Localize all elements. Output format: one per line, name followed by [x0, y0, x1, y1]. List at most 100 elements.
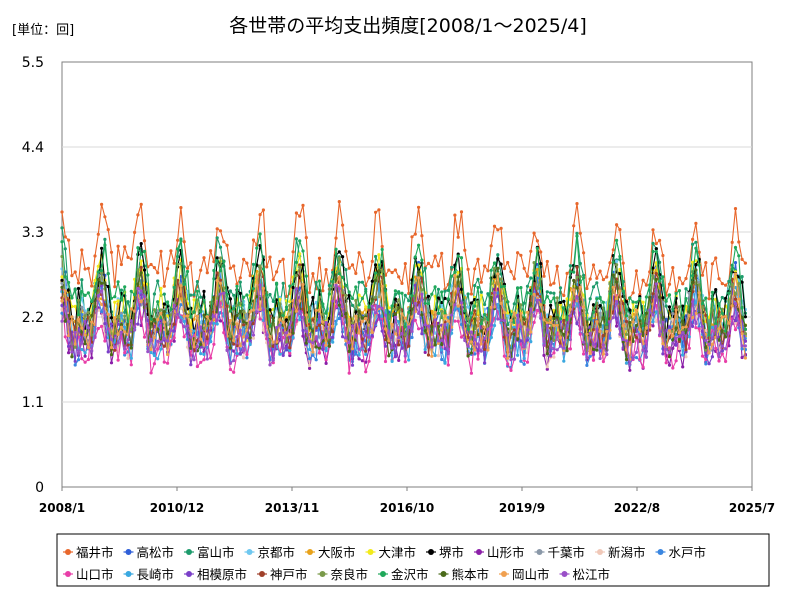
- data-point: [496, 253, 500, 257]
- data-point: [63, 275, 67, 279]
- data-point: [288, 332, 292, 336]
- data-point: [129, 319, 133, 323]
- data-point: [142, 239, 147, 243]
- data-point: [671, 266, 675, 270]
- data-point: [228, 309, 232, 313]
- data-point: [710, 290, 715, 294]
- data-point: [426, 302, 431, 306]
- data-point: [146, 318, 150, 323]
- data-point: [228, 334, 232, 338]
- data-point: [516, 286, 520, 290]
- data-point: [370, 279, 374, 283]
- data-point: [691, 260, 695, 264]
- data-point: [727, 309, 731, 313]
- data-point: [512, 302, 516, 306]
- data-point: [740, 332, 744, 336]
- data-point: [403, 333, 407, 337]
- data-point: [463, 309, 467, 313]
- data-point: [512, 328, 516, 332]
- data-point: [410, 335, 414, 340]
- data-point: [605, 329, 609, 334]
- data-point: [228, 367, 232, 372]
- data-point: [156, 318, 160, 322]
- data-point: [344, 268, 348, 272]
- data-point: [634, 335, 639, 340]
- data-point: [374, 321, 378, 325]
- data-point: [529, 330, 533, 334]
- data-point: [152, 266, 156, 270]
- data-point: [694, 301, 698, 305]
- legend-item: 山口市: [63, 567, 114, 582]
- data-point: [314, 328, 318, 332]
- data-point: [525, 274, 530, 278]
- data-point: [598, 296, 602, 300]
- data-point: [714, 346, 718, 350]
- data-point: [383, 338, 388, 342]
- data-point: [697, 291, 701, 295]
- legend-label: 岡山市: [512, 567, 550, 582]
- data-point: [469, 330, 473, 334]
- data-point: [446, 313, 450, 317]
- data-point: [413, 255, 417, 259]
- data-point: [512, 332, 516, 336]
- legend-label: 京都市: [258, 545, 296, 560]
- data-point: [364, 349, 368, 353]
- data-point: [126, 338, 130, 342]
- data-point: [417, 327, 421, 331]
- data-point: [126, 356, 130, 360]
- data-point: [634, 304, 639, 308]
- data-point: [83, 333, 87, 337]
- data-point: [423, 350, 427, 354]
- data-point: [512, 277, 516, 281]
- data-point: [192, 310, 196, 314]
- data-point: [545, 317, 549, 322]
- data-point: [106, 327, 110, 331]
- data-point: [73, 325, 77, 329]
- data-point: [502, 310, 506, 315]
- data-point: [714, 324, 718, 328]
- data-point: [671, 366, 675, 370]
- data-point: [182, 319, 186, 324]
- data-point: [413, 318, 417, 322]
- data-point: [486, 348, 490, 352]
- data-point: [245, 293, 249, 297]
- data-point: [215, 322, 219, 326]
- data-point: [205, 357, 209, 361]
- data-point: [585, 320, 589, 324]
- data-point: [189, 346, 193, 350]
- data-point: [436, 339, 440, 343]
- legend-item: 相模原市: [184, 567, 247, 582]
- data-point: [539, 316, 543, 320]
- data-point: [334, 236, 338, 240]
- data-point: [76, 317, 81, 322]
- data-point: [704, 313, 708, 317]
- data-point: [496, 228, 500, 232]
- data-point: [565, 297, 569, 301]
- data-point: [578, 231, 582, 235]
- data-point: [740, 257, 744, 261]
- data-point: [109, 361, 114, 365]
- data-point: [176, 238, 180, 242]
- data-point: [113, 295, 117, 299]
- data-point: [740, 347, 744, 351]
- data-point: [90, 313, 94, 318]
- data-point: [733, 261, 738, 265]
- data-point: [367, 348, 371, 352]
- data-point: [133, 328, 137, 332]
- data-point: [641, 300, 645, 304]
- data-point: [674, 359, 678, 363]
- data-point: [109, 322, 114, 326]
- legend-label: 山形市: [487, 545, 525, 560]
- data-point: [344, 336, 348, 340]
- data-point: [344, 249, 348, 253]
- data-point: [489, 336, 493, 340]
- data-point: [733, 245, 738, 250]
- data-point: [423, 323, 427, 327]
- data-point: [324, 320, 328, 325]
- data-point: [476, 333, 480, 337]
- data-point: [103, 281, 107, 285]
- data-point: [350, 347, 355, 351]
- data-point: [202, 358, 206, 362]
- data-point: [430, 354, 434, 358]
- data-point: [383, 289, 388, 293]
